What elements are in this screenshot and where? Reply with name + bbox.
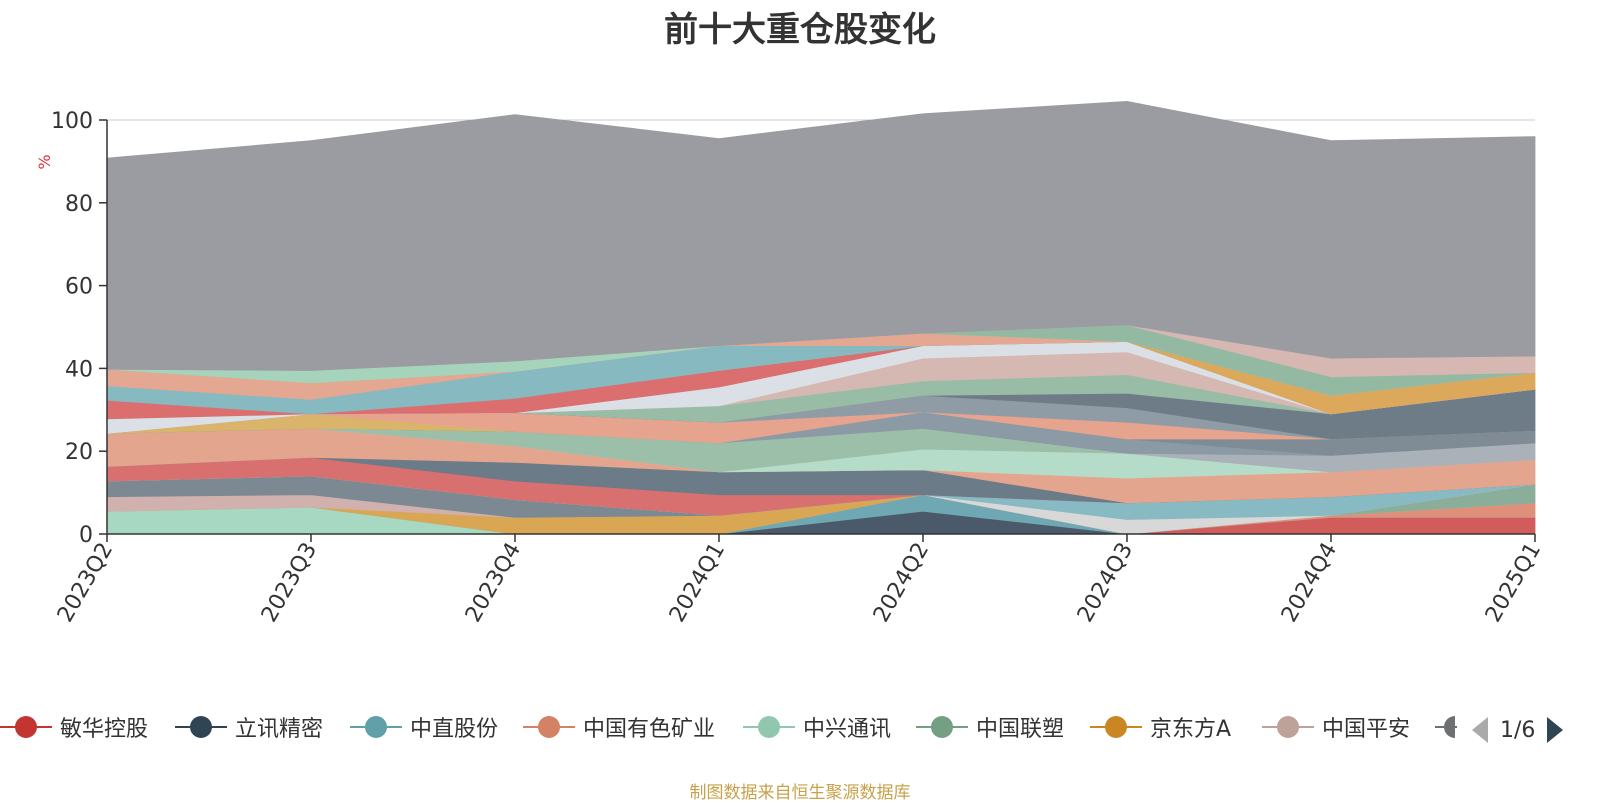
y-tick-label: 40 — [65, 357, 93, 382]
source-note: 制图数据来自恒生聚源数据库 — [689, 783, 911, 803]
chevron-right-icon[interactable] — [1545, 715, 1565, 745]
legend-marker-icon — [916, 716, 968, 738]
legend-item[interactable]: 中国有色矿业 — [523, 705, 715, 749]
legend-marker-icon — [175, 716, 227, 738]
x-tick-label: 2024Q1 — [665, 539, 730, 627]
legend-marker-icon — [1262, 716, 1314, 738]
legend-item[interactable]: 立讯精密 — [175, 705, 323, 749]
legend-label: 中直股份 — [410, 717, 499, 742]
x-tick-label: 2023Q3 — [257, 539, 322, 627]
legend-pager: 1/6 — [1470, 710, 1565, 750]
x-tick-label: 2024Q2 — [869, 539, 934, 627]
legend-marker-icon — [1090, 716, 1142, 738]
legend-item[interactable]: 中兴通讯 — [743, 705, 891, 749]
legend-marker-icon — [350, 716, 402, 738]
x-tick-label: 2023Q4 — [461, 539, 526, 627]
x-tick-label: 2024Q3 — [1073, 539, 1138, 627]
y-axis-unit: % — [35, 154, 54, 169]
legend-item-partial[interactable] — [1435, 705, 1465, 749]
series-area-33[interactable] — [106, 100, 1536, 371]
legend-marker-icon — [523, 716, 575, 738]
legend-item[interactable]: 中国平安 — [1262, 705, 1410, 749]
legend-marker-icon — [1435, 716, 1457, 738]
legend-label: 立讯精密 — [235, 717, 324, 742]
axes — [106, 120, 1535, 535]
y-tick-label: 60 — [65, 275, 93, 300]
legend-label: 中国平安 — [1322, 717, 1411, 742]
y-tick-label: 100 — [51, 109, 93, 134]
legend-item[interactable]: 中直股份 — [350, 705, 498, 749]
legend-item[interactable]: 敏华控股 — [0, 705, 148, 749]
x-axis-ticks: 2023Q2 2023Q3 2023Q4 2024Q1 2024Q2 2024Q3 2024… — [53, 534, 1546, 627]
legend: 敏华控股 立讯精密 中直股份 中国有色矿业 中兴通讯 中国联塑 京东方A 中国平安 — [0, 705, 1600, 755]
legend-item[interactable]: 中国联塑 — [916, 705, 1064, 749]
legend-item[interactable]: 京东方A — [1090, 705, 1231, 749]
legend-label: 京东方A — [1150, 717, 1232, 742]
legend-label: 中兴通讯 — [803, 717, 892, 742]
y-tick-label: 0 — [79, 523, 93, 548]
x-tick-label: 2025Q1 — [1481, 539, 1546, 627]
y-tick-label: 80 — [65, 192, 93, 217]
x-tick-label: 2024Q4 — [1277, 539, 1342, 627]
legend-marker-icon — [743, 716, 795, 738]
legend-label: 中国有色矿业 — [583, 717, 716, 742]
legend-page-indicator: 1/6 — [1500, 717, 1536, 743]
y-tick-label: 20 — [65, 440, 93, 465]
y-axis-ticks: 0 20 40 60 80 100 — [51, 109, 107, 548]
legend-label: 中国联塑 — [976, 717, 1065, 742]
chevron-left-icon[interactable] — [1470, 715, 1490, 745]
legend-marker-icon — [0, 716, 52, 738]
stacked-areas — [106, 100, 1536, 535]
legend-label: 敏华控股 — [60, 717, 149, 742]
x-tick-label: 2023Q2 — [53, 539, 118, 627]
chart-title: 前十大重仓股变化 — [664, 10, 936, 50]
